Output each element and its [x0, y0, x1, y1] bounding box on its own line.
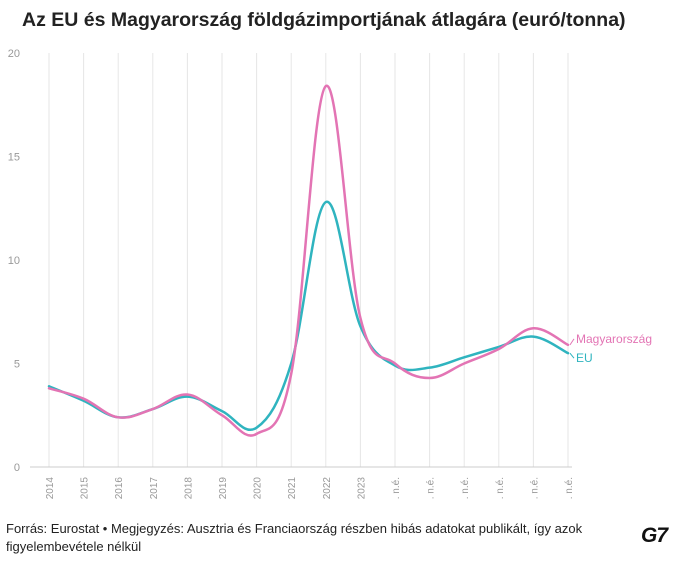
x-tick-label: 2020	[253, 477, 264, 500]
series-label: Magyarország	[576, 332, 652, 346]
x-tick-label: 2022	[322, 477, 333, 500]
chart-title: Az EU és Magyarország földgázimportjának…	[22, 9, 626, 31]
x-tick-label: 2018	[183, 477, 194, 500]
y-tick-label: 0	[14, 462, 20, 474]
y-tick-label: 15	[8, 152, 20, 164]
x-tick-label: 2015	[80, 477, 91, 500]
x-tick-label: 2023	[356, 477, 367, 500]
grid	[30, 53, 572, 468]
y-axis: 0 5 10 15 20	[8, 48, 20, 474]
series-labels: Magyarország EU	[569, 332, 652, 365]
series-label-connector	[569, 338, 575, 346]
g7-logo: G7	[641, 524, 668, 547]
source-note: Forrás: Eurostat • Megjegyzés: Ausztria …	[6, 521, 583, 554]
series-line-eu	[47, 200, 570, 431]
y-tick-label: 10	[8, 255, 20, 267]
series-lines	[47, 84, 570, 437]
x-tick-label: 2019	[218, 477, 229, 500]
x-tick-label: . n.é.	[460, 477, 471, 499]
line-chart: 0 5 10 15 20 2014 2015 2016 2017 2018 2019 2020 202…	[8, 48, 652, 500]
series-line-magyarorszag	[47, 84, 570, 437]
x-tick-label: 2014	[45, 477, 56, 500]
x-tick-label: . n.é.	[426, 477, 437, 499]
x-tick-label: . n.é.	[495, 477, 506, 499]
x-tick-label: 2016	[114, 477, 125, 500]
y-tick-label: 20	[8, 48, 20, 60]
x-tick-label: 2017	[149, 477, 160, 500]
x-tick-label: 2021	[287, 477, 298, 500]
x-tick-label: . n.é.	[391, 477, 402, 499]
x-axis: 2014 2015 2016 2017 2018 2019 2020 2021 2022 2023…	[45, 477, 575, 500]
series-label: EU	[576, 351, 593, 365]
x-tick-label: . n.é.	[564, 477, 575, 499]
series-label-connector	[569, 352, 575, 359]
y-tick-label: 5	[14, 359, 20, 371]
x-tick-label: . n.é.	[529, 477, 540, 499]
